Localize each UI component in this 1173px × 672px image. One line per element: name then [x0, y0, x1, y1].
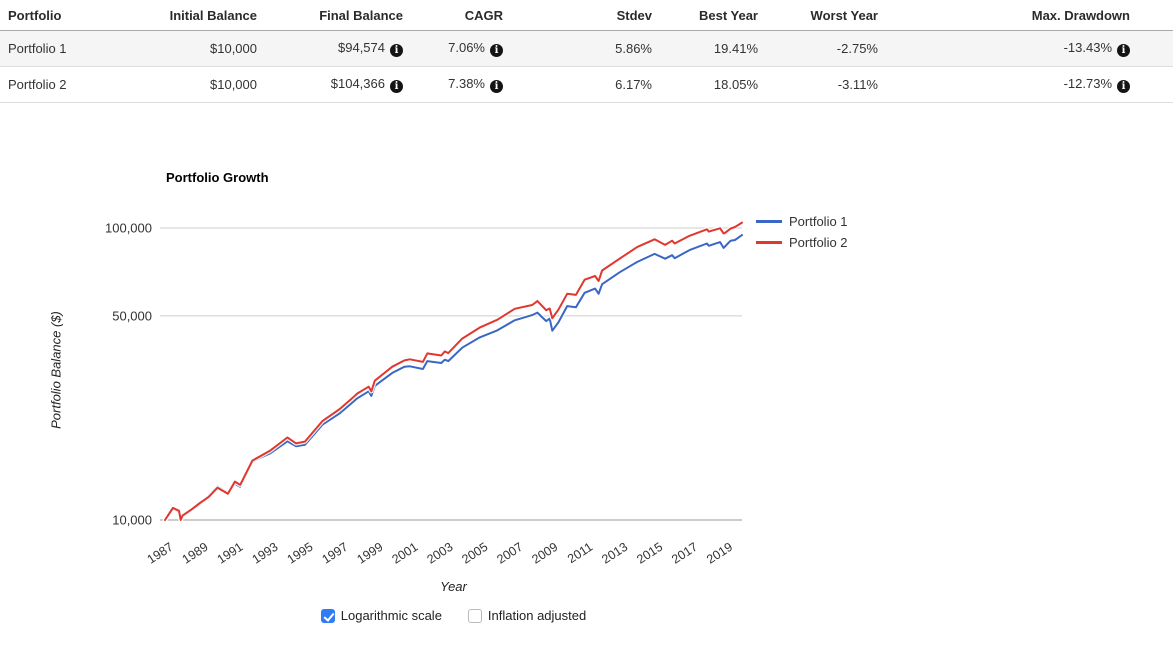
final-balance-value: $104,366 [330, 76, 385, 91]
x-tick-label: 1995 [285, 540, 316, 567]
table-row-portfolio-2: Portfolio 2 $10,000 $104,366 7.38% 6.17%… [0, 66, 1173, 103]
y-tick-label: 10,000 [112, 513, 152, 528]
col-header-initial-balance: Initial Balance [140, 0, 265, 31]
series-line-portfolio-1[interactable] [164, 234, 743, 521]
max-drawdown-value: -13.43% [1063, 40, 1112, 55]
cagr-cell: 7.38% [411, 66, 511, 103]
max-drawdown-cell: -12.73% [886, 66, 1173, 103]
max-drawdown-cell: -13.43% [886, 30, 1173, 67]
stdev-cell: 6.17% [511, 66, 660, 103]
x-axis-label: Year [440, 579, 467, 594]
info-icon[interactable] [1117, 80, 1130, 93]
col-header-max-drawdown: Max. Drawdown [886, 0, 1173, 31]
checkbox-label: Logarithmic scale [340, 608, 442, 623]
col-header-cagr: CAGR [411, 0, 511, 31]
stdev-cell: 5.86% [511, 30, 660, 67]
logarithmic-scale-checkbox[interactable]: Logarithmic scale [320, 608, 442, 623]
legend-label: Portfolio 1 [789, 214, 848, 229]
legend-label: Portfolio 2 [789, 235, 848, 250]
chart-title: Portfolio Growth [166, 170, 269, 185]
table-row-portfolio-1: Portfolio 1 $10,000 $94,574 7.06% 5.86% … [0, 30, 1173, 67]
initial-balance-cell: $10,000 [140, 66, 265, 103]
x-tick-label: 2001 [389, 540, 420, 567]
col-header-portfolio: Portfolio [0, 0, 140, 31]
cagr-cell: 7.06% [411, 30, 511, 67]
y-axis-label: Portfolio Balance ($) [48, 311, 64, 429]
final-balance-cell: $94,574 [265, 30, 411, 67]
col-header-best-year: Best Year [660, 0, 766, 31]
series-halo [162, 232, 745, 523]
worst-year-cell: -2.75% [766, 30, 886, 67]
final-balance-value: $94,574 [338, 40, 385, 55]
info-icon[interactable] [390, 80, 403, 93]
x-tick-label: 2009 [529, 540, 560, 567]
cagr-value: 7.06% [448, 40, 485, 55]
checkbox-label: Inflation adjusted [487, 608, 587, 623]
y-tick-label: 100,000 [105, 221, 152, 236]
best-year-cell: 19.41% [660, 30, 766, 67]
info-icon[interactable] [1117, 44, 1130, 57]
portfolio-summary-table: Portfolio Initial Balance Final Balance … [0, 0, 1173, 103]
x-tick-label: 2011 [565, 540, 595, 566]
x-tick-label: 2005 [459, 540, 490, 567]
x-tick-label: 1999 [354, 540, 385, 567]
best-year-cell: 18.05% [660, 66, 766, 103]
chart-legend: Portfolio 1 Portfolio 2 [756, 211, 848, 253]
initial-balance-cell: $10,000 [140, 30, 265, 67]
col-header-final-balance: Final Balance [265, 0, 411, 31]
col-header-worst-year: Worst Year [766, 0, 886, 31]
col-header-stdev: Stdev [511, 0, 660, 31]
portfolio-name-cell: Portfolio 2 [0, 66, 140, 103]
info-icon[interactable] [490, 44, 503, 57]
series-line-portfolio-2[interactable] [164, 221, 743, 521]
x-tick-label: 2017 [669, 540, 700, 567]
x-tick-label: 2013 [599, 540, 630, 567]
checkbox-icon[interactable] [467, 608, 482, 623]
x-tick-label: 1989 [180, 540, 211, 567]
max-drawdown-value: -12.73% [1063, 76, 1112, 91]
x-tick-label: 1997 [319, 540, 350, 567]
x-tick-label: 2003 [424, 540, 455, 567]
chart-controls: Logarithmic scale Inflation adjusted [165, 608, 742, 623]
x-tick-label: 2007 [494, 540, 525, 567]
x-tick-label: 1993 [250, 540, 281, 567]
legend-item-portfolio-1[interactable]: Portfolio 1 [756, 211, 848, 232]
legend-line-swatch [756, 241, 782, 244]
inflation-adjusted-checkbox[interactable]: Inflation adjusted [467, 608, 587, 623]
table-header-row: Portfolio Initial Balance Final Balance … [0, 0, 1173, 31]
cagr-value: 7.38% [448, 76, 485, 91]
legend-line-swatch [756, 220, 782, 223]
legend-item-portfolio-2[interactable]: Portfolio 2 [756, 232, 848, 253]
x-tick-label: 2019 [704, 540, 735, 567]
x-tick-label: 2015 [634, 540, 665, 567]
checkbox-icon[interactable] [320, 608, 335, 623]
y-tick-label: 50,000 [112, 308, 152, 323]
series-halo [162, 220, 745, 523]
x-tick-label: 1987 [145, 540, 176, 567]
info-icon[interactable] [390, 44, 403, 57]
portfolio-name-cell: Portfolio 1 [0, 30, 140, 67]
x-tick-label: 1991 [215, 540, 246, 567]
final-balance-cell: $104,366 [265, 66, 411, 103]
info-icon[interactable] [490, 80, 503, 93]
worst-year-cell: -3.11% [766, 66, 886, 103]
